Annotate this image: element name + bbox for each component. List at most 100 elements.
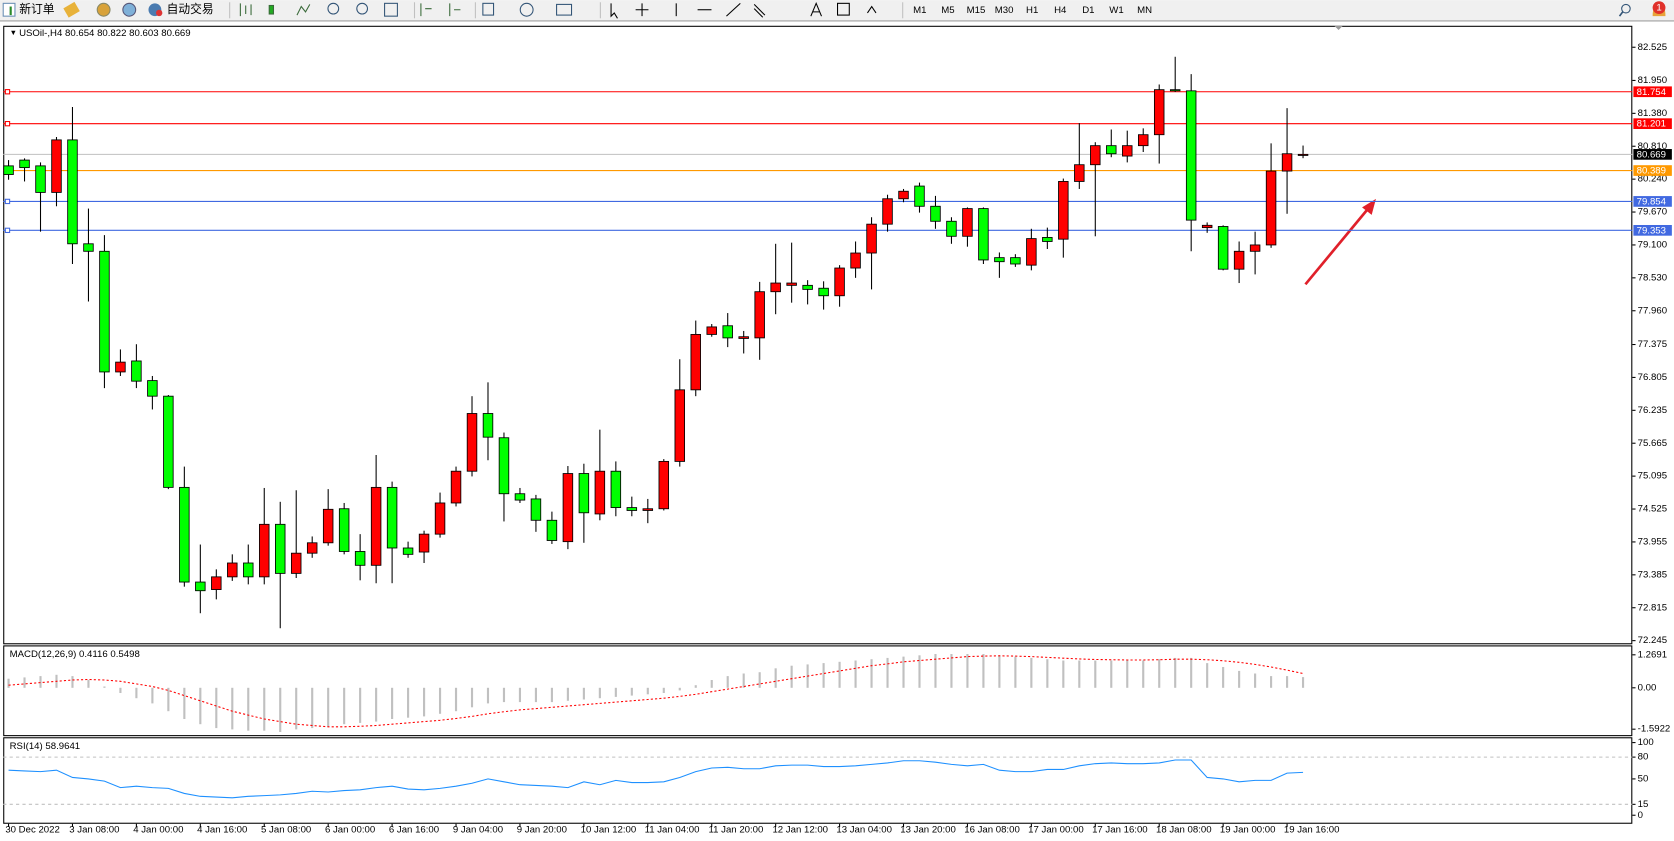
notifications[interactable]: 1 [1652,1,1666,17]
icon-button[interactable] [449,3,461,17]
icon-button[interactable] [726,2,741,17]
icon-button[interactable] [122,2,137,17]
candle-body [354,551,366,566]
timeframe-button[interactable]: M5 [941,5,954,16]
macd-header: MACD(12,26,9) 0.4116 0.5498 [10,648,140,659]
y-tick-label: 77.375 [1638,339,1667,350]
candle-body [51,139,62,193]
y-tick-label: -1.5922 [1638,724,1671,735]
price-level-label: 79.854 [1637,196,1667,207]
candle-body [962,208,973,237]
icon-button[interactable] [239,3,252,17]
x-tick-label: 11 Jan 20:00 [709,825,764,836]
candle-body [67,139,78,245]
price-level-label-bg [1633,86,1672,98]
candle-body [610,470,622,509]
candle-body [274,523,286,574]
candle-body [562,473,574,543]
timeframe-button[interactable]: W1 [1109,5,1123,16]
y-tick-label: 0.00 [1638,682,1657,693]
candle-body [1281,153,1293,172]
price-level-label: 80.389 [1637,166,1666,177]
new-order-label: 新订单 [19,2,54,16]
candle-body [338,508,350,552]
y-tick-label: 77.960 [1638,305,1667,316]
x-tick-label: 6 Jan 16:00 [389,825,439,836]
icon-button[interactable] [810,1,823,17]
candle-body [1137,134,1149,147]
timeframe-button[interactable]: M15 [967,5,986,16]
candle-body [19,159,30,169]
candle-body [115,361,126,373]
icon-button[interactable] [867,5,877,14]
candle-body [322,508,334,544]
candle-body [1201,224,1213,229]
candle-body [243,562,254,578]
candle-body [1297,153,1309,156]
candle-body [802,284,813,290]
candle-body [1217,226,1229,270]
x-tick-label: 13 Jan 04:00 [836,825,892,836]
open: 80.654 [65,28,95,39]
icon-button[interactable] [384,2,398,17]
candle-body [1106,145,1117,155]
candle-body [402,547,414,555]
price-level-handle [4,89,11,95]
icon-button[interactable] [356,2,369,15]
new-order-button[interactable]: 新订单 [2,2,55,17]
icon-button[interactable] [482,2,495,16]
icon-button[interactable] [327,2,340,15]
timeframe-button[interactable]: MN [1137,5,1152,16]
icon-button[interactable] [96,2,111,17]
candle-body [290,552,302,574]
search-button[interactable] [1621,3,1631,14]
price-level-label: 81.201 [1637,119,1666,130]
y-tick-label: 75.095 [1638,471,1667,482]
toolbar: 新订单 自动交易 [0,0,1674,22]
timeframe-button[interactable]: M30 [995,5,1014,16]
y-tick-label: 80 [1638,752,1649,763]
icon-button[interactable] [268,4,275,15]
auto-trading-button[interactable]: 自动交易 [148,2,214,17]
candle-body [306,542,318,554]
candle-body [930,205,941,222]
y-tick-label: 100 [1638,737,1654,748]
chart-header: ▼ USOil-,H4 80.654 80.822 80.603 80.669 [10,28,191,39]
candle-body [1042,237,1053,242]
y-tick-label: 72.245 [1638,635,1667,646]
icon-button[interactable] [556,3,573,16]
x-tick-label: 6 Jan 00:00 [325,825,375,836]
low: 80.603 [129,28,158,39]
y-tick-label: 81.950 [1638,75,1667,86]
timeframe-button[interactable]: H4 [1054,5,1067,16]
candle-body [195,581,206,592]
x-tick-label: 4 Jan 16:00 [197,825,247,836]
timeframe-button[interactable]: H1 [1026,5,1038,16]
icon-button[interactable] [610,3,618,19]
icon-button[interactable] [420,3,432,17]
timeframe-button[interactable]: D1 [1082,5,1094,16]
candle-body [594,470,606,515]
candle-body [978,208,989,261]
icon-button[interactable] [63,1,80,18]
candle-body [1153,89,1165,136]
candle-body [227,562,238,578]
candle-body [1169,89,1181,92]
price-level-label-bg [1633,118,1672,130]
y-tick-label: 0 [1638,810,1643,821]
icon-button[interactable] [296,4,311,16]
candle-body [770,282,781,293]
candle-body [722,325,733,339]
toolbar-icons [239,1,877,19]
icon-button[interactable] [635,3,649,17]
icon-button[interactable] [753,4,766,18]
candle-body [786,282,797,286]
timeframe-button[interactable]: M1 [913,5,926,16]
y-tick-label: 72.815 [1638,602,1667,613]
icon-button[interactable] [519,2,534,17]
candle-body [434,502,446,535]
y-tick-label: 76.235 [1638,405,1667,416]
icon-button[interactable] [837,2,850,16]
